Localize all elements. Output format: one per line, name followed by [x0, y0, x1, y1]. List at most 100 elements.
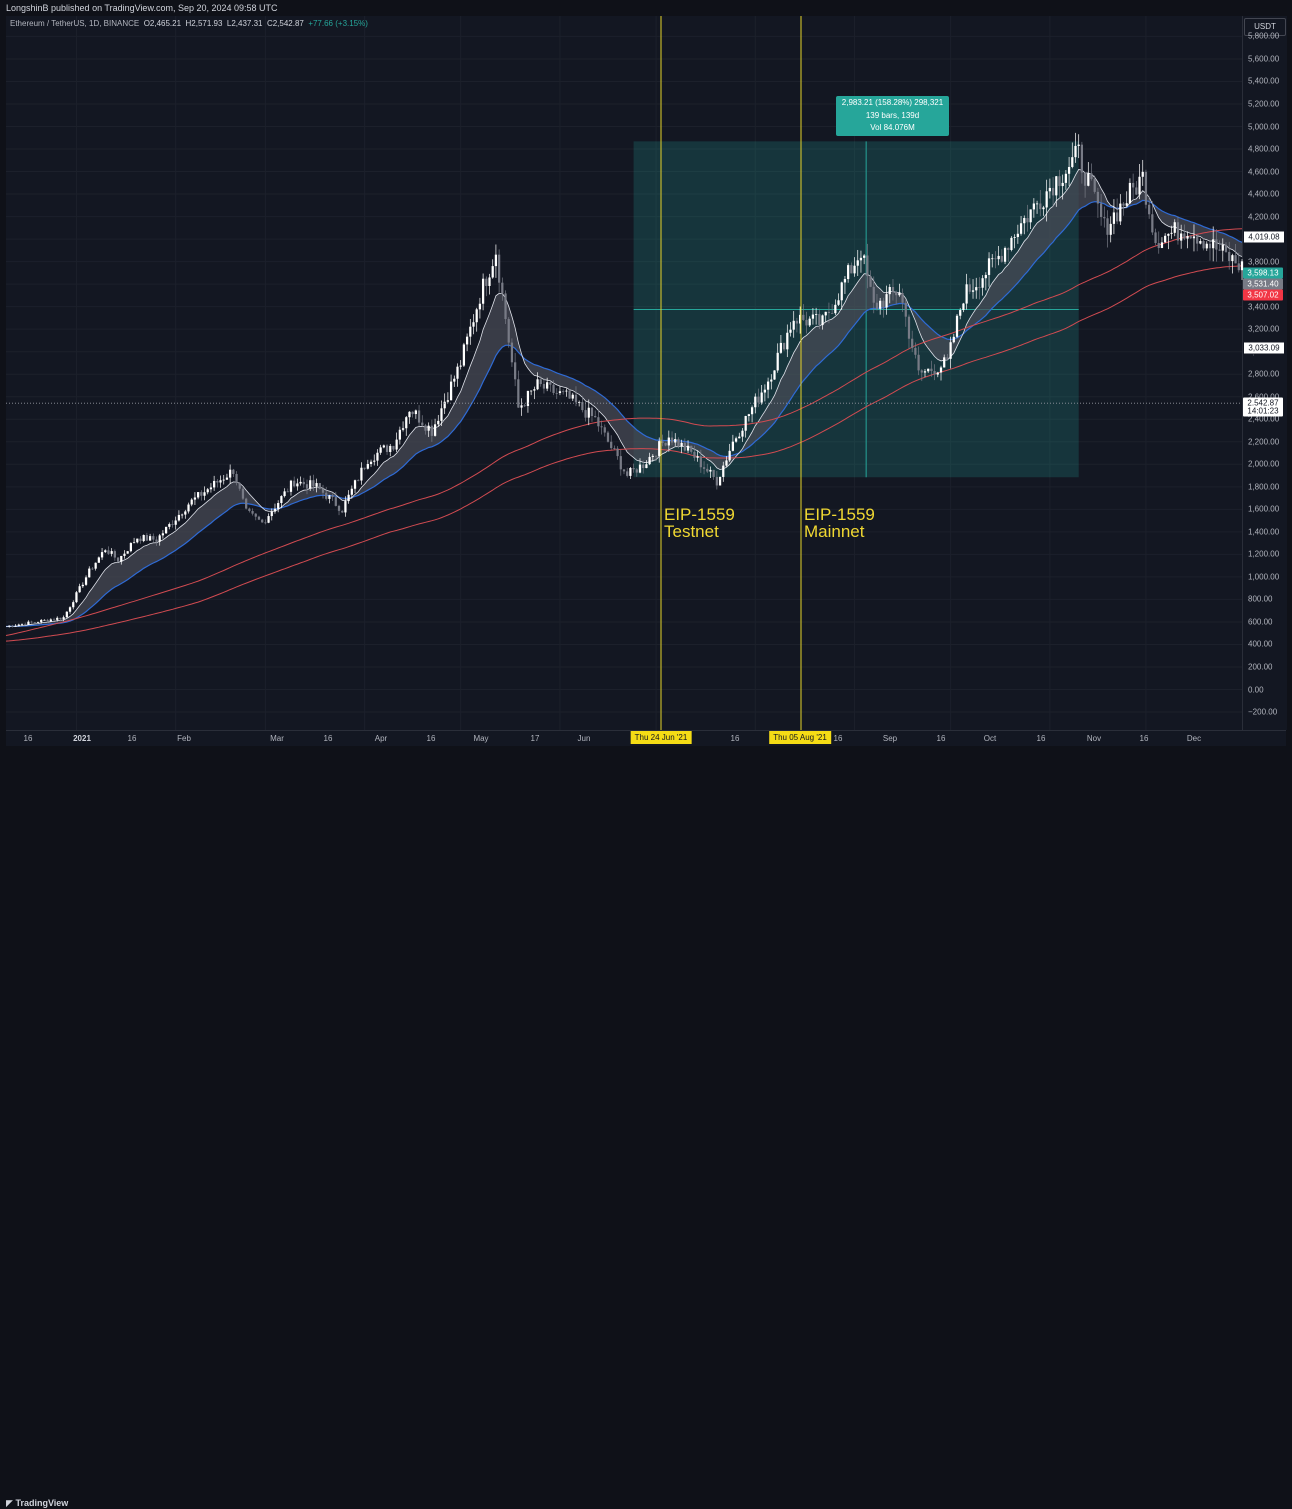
candle-body [209, 487, 213, 490]
candle-body [968, 284, 971, 292]
testnet-date-tag: Thu 24 Jun '21 [630, 731, 692, 744]
candle-body [328, 495, 331, 499]
candle-body [424, 425, 427, 431]
candle-body [318, 483, 321, 489]
candle-body [578, 402, 581, 403]
price-tag-ema: 4,019.08 [1243, 230, 1285, 244]
candle-body [891, 287, 895, 292]
candle-body [164, 526, 168, 534]
candle-body [357, 480, 360, 482]
candle-body [78, 586, 81, 593]
candle-body [139, 538, 142, 542]
candle-body [1141, 171, 1144, 177]
candle-body [414, 410, 417, 415]
price-axis[interactable] [1242, 16, 1287, 730]
candle-body [885, 294, 888, 308]
price-tag-white: 3,033.09 [1243, 341, 1285, 355]
candle-body [1109, 223, 1112, 235]
candle-body [898, 293, 901, 296]
candle-body [747, 414, 751, 416]
mainnet-annotation[interactable]: EIP-1559 Mainnet [804, 506, 875, 540]
y-tick-label: −200.00 [1248, 707, 1278, 717]
candle-body [571, 394, 574, 399]
y-tick-label: 2,200.00 [1248, 437, 1280, 447]
candle-body [549, 382, 552, 385]
price-tag-last: 2,542.87 [1243, 397, 1283, 409]
candle-body [203, 492, 206, 496]
candle-body [59, 617, 62, 620]
candle-body [62, 617, 65, 620]
candle-body [232, 469, 235, 474]
candle-body [1039, 203, 1042, 210]
candle-body [11, 625, 14, 627]
y-tick-label: 3,800.00 [1248, 257, 1280, 267]
candle-body [616, 448, 619, 457]
candle-body [879, 300, 882, 309]
candle-body [795, 320, 799, 324]
candle-body [904, 302, 907, 317]
candle-body [177, 514, 181, 521]
candle-body [187, 504, 190, 512]
candle-body [1003, 247, 1007, 262]
candle-body [213, 480, 216, 488]
candle-body [975, 287, 978, 291]
candle-body [523, 405, 526, 407]
symbol-legend: Ethereum / TetherUS, 1D, BINANCE O2,465.… [10, 19, 368, 28]
candle-body [1051, 187, 1055, 196]
mainnet-line1: EIP-1559 [804, 505, 875, 524]
testnet-annotation[interactable]: EIP-1559 Testnet [664, 506, 735, 540]
measure-info-box[interactable]: 2,983.21 (158.28%) 298,321 139 bars, 139… [836, 96, 949, 136]
candle-body [1183, 233, 1186, 239]
chart-area[interactable] [6, 16, 1242, 730]
candle-body [104, 550, 107, 553]
candle-body [760, 392, 763, 403]
candle-body [766, 381, 770, 390]
tradingview-logo[interactable]: ◤ TradingView [6, 1498, 68, 1509]
candle-body [261, 519, 264, 523]
candle-body [1067, 166, 1071, 174]
x-tick-label: 16 [323, 734, 333, 743]
currency-button[interactable]: USDT [1244, 18, 1286, 36]
candle-body [648, 456, 651, 465]
candle-body [552, 384, 555, 393]
candle-body [856, 260, 859, 266]
price-tag-gray: 3,531.40 [1243, 278, 1283, 290]
candle-body [116, 557, 120, 562]
candle-body [1103, 217, 1106, 219]
candle-body [497, 254, 501, 283]
candle-body [411, 411, 414, 415]
candle-body [216, 480, 219, 483]
y-tick-label: 1,600.00 [1248, 504, 1280, 514]
candle-body [959, 310, 962, 316]
y-tick-label: 4,800.00 [1248, 144, 1280, 154]
candle-body [347, 494, 350, 502]
candle-body [907, 316, 911, 339]
candle-body [590, 407, 594, 417]
x-tick-label: Nov [1086, 734, 1102, 743]
candle-body [398, 429, 401, 440]
candle-body [917, 354, 920, 371]
candle-body [433, 424, 437, 436]
y-tick-label: 1,400.00 [1248, 527, 1280, 537]
y-tick-label: 1,000.00 [1248, 572, 1280, 582]
candle-body [91, 568, 94, 570]
candle-body [674, 439, 677, 443]
candle-body [286, 491, 289, 493]
y-tick-label: 5,800.00 [1248, 31, 1280, 41]
candle-body [20, 623, 24, 625]
candle-body [1221, 244, 1224, 251]
candle-body [1237, 263, 1240, 271]
candle-body [600, 426, 603, 428]
x-tick-label: 16 [833, 734, 843, 743]
candle-body [481, 278, 485, 304]
measure-volume: Vol 84.076M [870, 123, 915, 132]
candle-body [449, 381, 453, 401]
candle-body [33, 622, 36, 623]
candle-body [8, 625, 11, 627]
candle-body [741, 430, 744, 437]
candle-body [229, 469, 232, 478]
candle-body [421, 422, 424, 426]
candle-body [84, 577, 88, 585]
candle-body [837, 300, 840, 305]
candle-body [1128, 182, 1132, 204]
